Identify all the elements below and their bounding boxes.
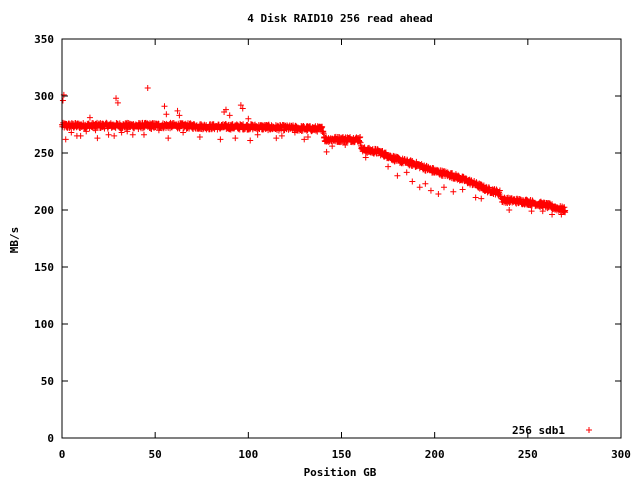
x-tick-label: 300	[611, 448, 631, 461]
chart-title: 4 Disk RAID10 256 read ahead	[247, 12, 432, 25]
data-point-outlier	[394, 172, 401, 179]
data-point	[319, 123, 326, 130]
y-tick-label: 250	[34, 147, 54, 160]
y-tick-label: 350	[34, 33, 54, 46]
data-point-outlier	[528, 208, 535, 215]
data-point-outlier	[435, 191, 442, 198]
data-point-outlier	[62, 136, 69, 143]
x-tick-label: 100	[238, 448, 258, 461]
data-point-outlier	[254, 131, 261, 138]
data-point-outlier	[558, 211, 565, 218]
data-point-outlier	[77, 132, 84, 139]
data-point-outlier	[135, 126, 142, 133]
data-point-outlier	[86, 114, 93, 121]
data-point-outlier	[222, 106, 229, 113]
data-point-outlier	[163, 111, 170, 118]
data-point-outlier	[539, 208, 546, 215]
x-tick-label: 0	[59, 448, 66, 461]
legend-label: 256 sdb1	[512, 424, 565, 437]
data-point-outlier	[416, 184, 423, 191]
data-point-outlier	[549, 211, 556, 218]
data-point-outlier	[237, 102, 244, 109]
data-point-outlier	[94, 135, 101, 142]
data-point-outlier	[245, 115, 252, 122]
data-point-outlier	[113, 95, 120, 102]
data-point-outlier	[68, 129, 75, 136]
data-point-outlier	[247, 137, 254, 144]
y-tick-label: 200	[34, 204, 54, 217]
data-point-outlier	[217, 136, 224, 143]
data-point-outlier	[362, 154, 369, 161]
data-point-outlier	[226, 112, 233, 119]
data-point-outlier	[161, 103, 168, 110]
data-point-outlier	[105, 131, 112, 138]
data-point-outlier	[83, 128, 90, 135]
data-point-outlier	[176, 112, 183, 119]
data-point-outlier	[59, 97, 66, 104]
data-point-outlier	[129, 131, 136, 138]
legend-marker-plus	[586, 427, 592, 433]
data-point-outlier	[506, 207, 513, 213]
x-tick-label: 250	[518, 448, 538, 461]
legend: 256 sdb1	[512, 424, 592, 437]
data-point-outlier	[124, 128, 131, 135]
y-tick-label: 50	[41, 375, 54, 388]
data-point-outlier	[144, 85, 151, 92]
data-point-outlier	[114, 99, 121, 106]
data-point	[357, 133, 364, 140]
data-point-outlier	[273, 135, 280, 142]
data-point-outlier	[304, 134, 311, 141]
data-point-outlier	[232, 135, 239, 142]
x-tick-label: 200	[425, 448, 445, 461]
data-point-outlier	[180, 129, 187, 136]
data-point-outlier	[342, 142, 349, 149]
y-tick-label: 0	[47, 432, 54, 445]
y-tick-label: 100	[34, 318, 54, 331]
data-point	[496, 187, 503, 194]
data-point-outlier	[148, 126, 155, 133]
data-point-outlier	[562, 209, 569, 216]
data-point-outlier	[155, 127, 162, 134]
data-point-outlier	[403, 169, 410, 176]
data-layer	[59, 85, 569, 218]
data-point-outlier	[427, 187, 434, 194]
data-point-outlier	[64, 124, 71, 131]
data-point-outlier	[263, 124, 270, 131]
data-point-outlier	[174, 107, 181, 114]
data-point-outlier	[329, 143, 336, 150]
y-tick-label: 150	[34, 261, 54, 274]
data-point-outlier	[72, 120, 79, 127]
data-point-outlier	[323, 148, 330, 155]
y-tick-label: 300	[34, 90, 54, 103]
legend-marker	[586, 427, 592, 433]
data-point-outlier	[459, 186, 466, 193]
data-point-outlier	[165, 135, 172, 142]
data-point-outlier	[140, 131, 147, 138]
y-axis-title: MB/s	[8, 227, 21, 254]
data-point-outlier	[450, 188, 457, 195]
data-point-outlier	[111, 132, 118, 139]
series-0	[59, 85, 569, 218]
data-point-outlier	[422, 180, 429, 187]
x-tick-label: 50	[149, 448, 162, 461]
data-point-outlier	[409, 178, 416, 185]
data-point-outlier	[278, 132, 285, 139]
x-tick-label: 150	[332, 448, 352, 461]
data-point-outlier	[440, 184, 447, 191]
x-axis-title: Position GB	[304, 466, 377, 479]
data-point-outlier	[118, 129, 125, 136]
axis-ticks: 0 50 100 150 200 250 300 0 50 100 150 200 250 300 350	[34, 33, 631, 461]
data-point-outlier	[385, 163, 392, 170]
data-point-outlier	[478, 195, 485, 202]
data-point-outlier	[92, 127, 99, 134]
data-point-outlier	[196, 134, 203, 141]
data-point-outlier	[334, 134, 341, 141]
data-point-outlier	[291, 129, 298, 136]
data-point-outlier	[472, 194, 479, 201]
data-point-outlier	[301, 136, 308, 143]
data-point-outlier	[239, 105, 246, 112]
